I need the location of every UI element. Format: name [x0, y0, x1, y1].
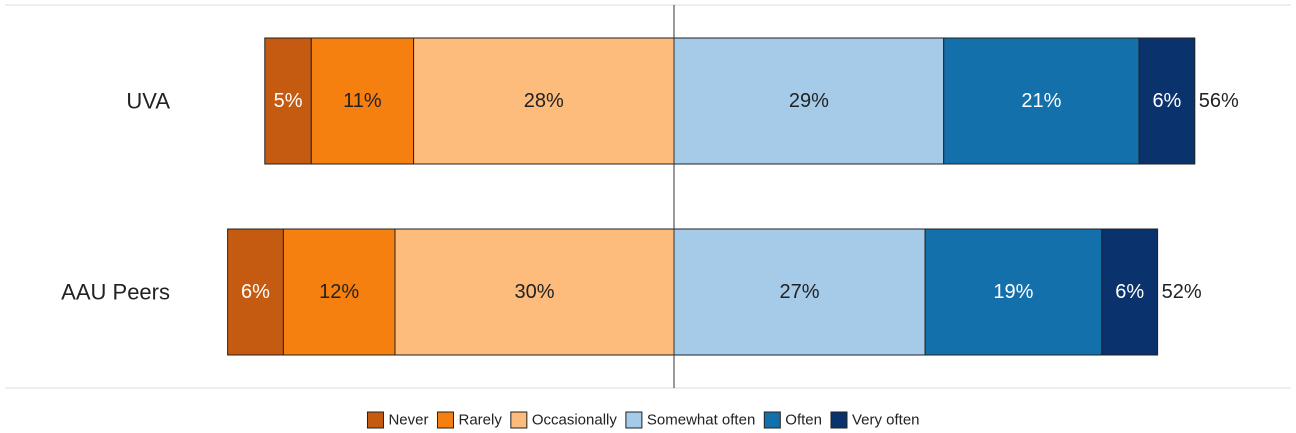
legend-swatch [830, 411, 848, 429]
bar-segment [282, 228, 396, 356]
legend-label: Rarely [458, 412, 502, 429]
data-label: 6% [241, 281, 270, 303]
legend-item: Occasionally [510, 411, 618, 429]
bar-segment [394, 228, 675, 356]
legend-item: Very often [830, 411, 920, 429]
legend-item: Never [366, 411, 428, 429]
data-label: 11% [343, 90, 382, 112]
data-label: 29% [789, 90, 829, 112]
bar-segment [673, 37, 945, 165]
total-label: 56% [1199, 90, 1239, 112]
bar-segment [924, 228, 1103, 356]
legend: Never Rarely Occasionally Somewhat often Oft… [366, 411, 920, 429]
legend-swatch [366, 411, 384, 429]
data-label: 6% [1152, 90, 1181, 112]
legend-item: Often [763, 411, 822, 429]
data-label: 21% [1021, 90, 1061, 112]
bar-segment [227, 228, 284, 356]
data-label: 27% [780, 281, 820, 303]
legend-swatch [625, 411, 643, 429]
data-label: 5% [274, 90, 303, 112]
total-label: 52% [1162, 281, 1202, 303]
data-label: 19% [993, 281, 1033, 303]
bar-segment [310, 37, 415, 165]
bar-segment [413, 37, 675, 165]
category-label: UVA [126, 89, 170, 114]
category-label: AAU Peers [61, 280, 170, 305]
data-label: 30% [514, 281, 554, 303]
legend-label: Never [388, 412, 428, 429]
legend-swatch [436, 411, 454, 429]
data-label: 28% [524, 90, 564, 112]
legend-swatch [510, 411, 528, 429]
legend-item: Somewhat often [625, 411, 755, 429]
bar-segment [1101, 228, 1159, 356]
bar-segment [1138, 37, 1196, 165]
legend-item: Rarely [436, 411, 502, 429]
data-label: 12% [319, 281, 359, 303]
legend-label: Very often [852, 412, 920, 429]
bar-segment [673, 228, 926, 356]
bar-segment [264, 37, 312, 165]
legend-label: Occasionally [532, 412, 618, 429]
legend-swatch [763, 411, 781, 429]
data-label: 6% [1115, 281, 1144, 303]
legend-label: Often [785, 412, 822, 429]
plot: UVA 5% 11% 28% 29% 21% 6% 56% AAU Peers 6% 12% 30% 2… [61, 37, 1239, 356]
legend-label: Somewhat often [647, 412, 755, 429]
